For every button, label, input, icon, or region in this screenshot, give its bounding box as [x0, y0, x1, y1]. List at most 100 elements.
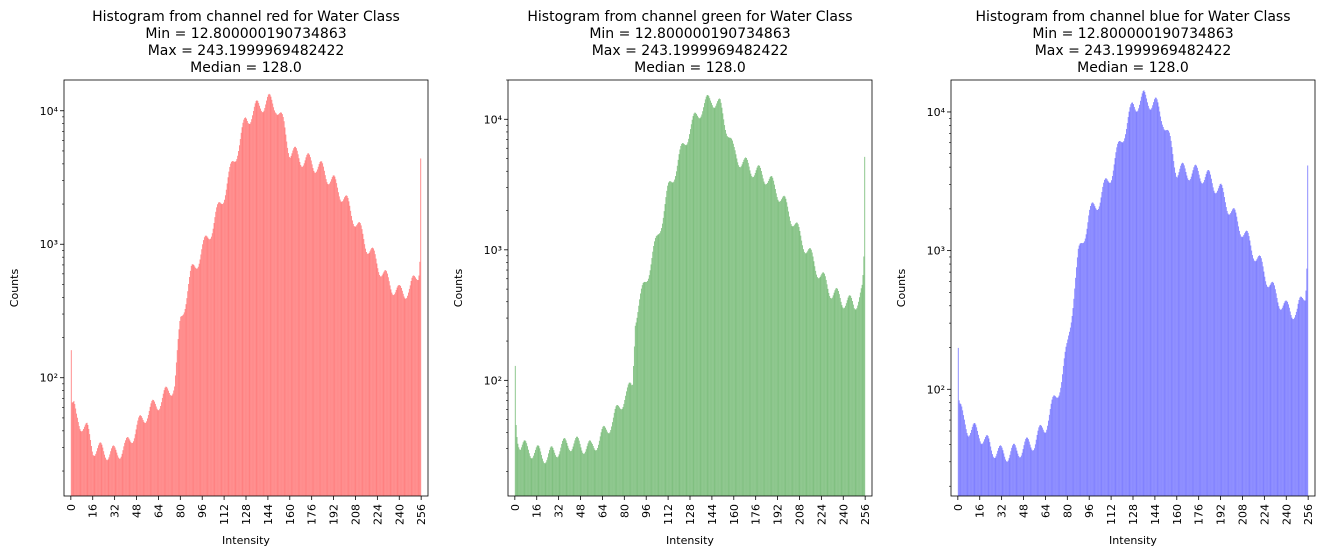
histogram-bar [861, 284, 863, 496]
histogram-bar [1139, 104, 1141, 496]
histogram-bar [90, 445, 92, 496]
histogram-bar [983, 441, 985, 496]
histogram-bar [1047, 425, 1049, 496]
histogram-bar [189, 277, 190, 496]
histogram-bar [1018, 456, 1020, 496]
x-tick-label: 256 [415, 504, 428, 525]
histogram-bar [1151, 107, 1153, 496]
histogram-bar [799, 231, 801, 496]
histogram-bar [1218, 185, 1220, 496]
histogram-bar [386, 271, 388, 496]
histogram-bar [121, 453, 123, 496]
histogram-bar [549, 447, 551, 496]
histogram-bar [267, 94, 269, 496]
histogram-bar [993, 458, 995, 496]
histogram-bar [659, 233, 661, 496]
histogram-bar [856, 308, 858, 496]
histogram-bar [842, 307, 844, 496]
histogram-bar [269, 94, 271, 496]
histogram-bar [1182, 162, 1183, 496]
histogram-bar [755, 170, 757, 496]
histogram-bar [171, 395, 173, 496]
histogram-bar [126, 437, 128, 496]
histogram-bar [1294, 317, 1296, 496]
histogram-bar [716, 103, 718, 496]
histogram-bar [187, 291, 189, 496]
histogram-bar [524, 440, 526, 496]
histogram-bar [766, 183, 768, 496]
histogram-bar [380, 276, 382, 496]
histogram-bar [323, 170, 325, 497]
histogram-bar [122, 450, 124, 496]
histogram-bar [345, 195, 347, 496]
histogram-bar [299, 162, 301, 496]
histogram-bar [1125, 128, 1127, 496]
histogram-bar [394, 292, 396, 496]
histogram-bar [587, 443, 589, 496]
histogram-bar [1288, 307, 1290, 496]
histogram-bar [607, 433, 609, 496]
histogram-bar [176, 350, 178, 496]
histogram-bar [1174, 167, 1176, 496]
histogram-bar [1090, 203, 1092, 496]
histogram-bar [1067, 339, 1069, 496]
histogram-bar [1228, 214, 1230, 497]
histogram-bar [712, 107, 714, 497]
histogram-bar [159, 408, 161, 496]
histogram-bar [1293, 319, 1295, 496]
histogram-bar [521, 444, 523, 496]
histogram-bar [527, 446, 528, 496]
histogram-bar [552, 447, 554, 496]
histogram-bar [1181, 163, 1183, 497]
histogram-bar [1258, 255, 1260, 496]
histogram-bar [577, 436, 578, 496]
histogram-bar [761, 174, 763, 496]
histogram-bar [373, 250, 375, 496]
histogram-bar [1132, 102, 1133, 497]
histogram-bar [418, 275, 420, 496]
histogram-bar [1298, 299, 1300, 496]
histogram-bar [615, 406, 617, 496]
histogram-bar [91, 451, 93, 496]
histogram-bar [1180, 165, 1182, 497]
histogram-bar [1074, 288, 1076, 496]
histogram-bar [384, 270, 386, 496]
histogram-bar [578, 440, 580, 496]
x-tick-label: 64 [596, 504, 609, 518]
histogram-bar [565, 440, 567, 496]
histogram-bar [413, 275, 415, 496]
histogram-bar [229, 166, 231, 496]
histogram-bar [81, 431, 83, 496]
histogram-bar [697, 117, 699, 496]
y-tick-label: 10² [40, 372, 58, 385]
histogram-bar [1003, 453, 1005, 496]
histogram-bar [127, 437, 129, 496]
histogram-bar [309, 154, 310, 496]
x-tick-label: 224 [1258, 504, 1271, 525]
histogram-bar [689, 134, 690, 496]
histogram-bar [367, 253, 369, 496]
histogram-bar [150, 403, 152, 496]
histogram-bar [316, 169, 318, 496]
histogram-bar [304, 160, 306, 496]
histogram-bar [293, 148, 295, 497]
histogram-bar [365, 248, 366, 496]
histogram-bar [1020, 455, 1022, 496]
histogram-bar [1123, 141, 1125, 497]
histogram-bar [788, 216, 790, 497]
histogram-bar [375, 258, 377, 496]
histogram-bar [1129, 107, 1131, 496]
histogram-bar [631, 385, 633, 496]
x-tick-label: 0 [952, 504, 965, 511]
histogram-bar [665, 197, 667, 496]
histogram-bar [372, 247, 373, 496]
histogram-bar [975, 424, 977, 496]
histogram-bar [753, 176, 754, 496]
histogram-bar [969, 435, 971, 496]
histogram-bar [1171, 147, 1173, 496]
histogram-bar [228, 171, 230, 497]
histogram-bar [611, 426, 613, 496]
histogram-bar [1147, 102, 1148, 496]
histogram-bar [1193, 167, 1195, 496]
histogram-bar [333, 175, 335, 496]
